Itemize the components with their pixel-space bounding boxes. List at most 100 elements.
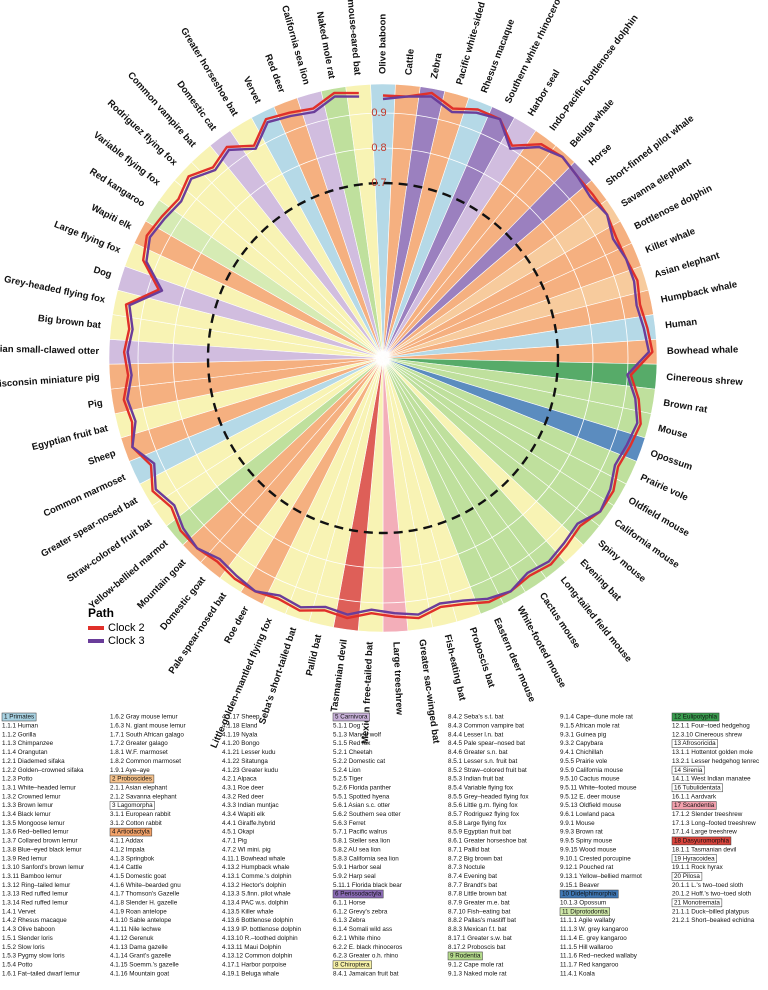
species-label: Human	[665, 317, 698, 332]
group-header: 6 Perissodactyla	[335, 891, 382, 898]
group-header: 2 Proboscides	[112, 776, 152, 783]
legend-entry: 8.7.8 Little brown bat	[448, 891, 507, 898]
legend-entry: 11.4.1 Koala	[560, 970, 595, 977]
group-header: 13 Afrosoricida	[674, 740, 716, 747]
legend-entry: 8.5.2 Straw–colored fruit bat	[448, 767, 527, 774]
legend-entry: 5.2.2 Domestic cat	[333, 758, 385, 765]
legend-entry: 4.7.2 WI mini. pig	[222, 846, 271, 853]
legend-entry: 9.9.3 Brown rat	[560, 829, 603, 836]
group-swatch	[671, 872, 703, 881]
species-label: Sheep	[87, 448, 118, 468]
grid-circle	[172, 147, 594, 569]
group-header: 3 Lagomorpha	[112, 802, 153, 809]
legend-entry: 1.3.1 White–headed lemur	[2, 784, 76, 791]
species-label: Roe deer	[222, 604, 251, 645]
group-swatch	[671, 783, 723, 793]
legend-entry: 4.13.10 R.–toothed dolphin	[222, 935, 298, 942]
legend-entry: 8.8.3 Mexican f.t. bat	[448, 926, 507, 933]
legend-entry: 9.5.9 California mouse	[560, 767, 624, 774]
species-label: Wisconsin miniature pig	[0, 372, 100, 390]
legend-entry: 6.1.2 Grevy's zebra	[333, 908, 388, 915]
lines	[122, 91, 654, 620]
legend-entry: 8.7.7 Brandt's bat	[448, 882, 497, 889]
legend-entry: 4.13.9 IP. bottlenose dolphin	[222, 926, 302, 933]
legend-entry: 1.3.7 Collared brown lemur	[2, 838, 78, 845]
legend-title: Path	[88, 606, 114, 620]
legend-entry: 9.5.5 Prairie vole	[560, 758, 608, 765]
legend-entry: 1.3.9 Red lemur	[2, 855, 47, 862]
species-label: Big brown bat	[37, 313, 102, 331]
legend-entry: 1.6.2 Gray mouse lemur	[110, 714, 178, 721]
group-header: 18 Dasyuromorphia	[674, 838, 729, 845]
legend-entry: 5.6.1 Asian s.c. otter	[333, 802, 390, 809]
legend-entry: 4.1.6 White–bearded gnu	[110, 882, 181, 889]
legend-entry: 1.3.13 Red ruffed lemur	[2, 891, 68, 898]
legend-entry: 12.1.1 Four–toed hedgehog	[672, 723, 750, 730]
species-label: Harbor seal	[526, 68, 563, 118]
group-header: 5 Carnivora	[335, 714, 368, 721]
legend-entry: 11.1.1 Agile wallaby	[560, 917, 616, 924]
species-label: Red deer	[262, 53, 287, 95]
species-label: Large treeshrew	[390, 641, 404, 715]
legend-entry: 4.1.13 Dama gazelle	[110, 944, 168, 951]
legend-entry: 4.13.12 Common dolphin	[222, 953, 293, 960]
legend-entry: 19.1.1 Rock hyrax	[672, 864, 724, 871]
group-swatch	[109, 801, 155, 810]
species-label: Humpback whale	[660, 279, 738, 306]
group-swatch	[1, 712, 37, 722]
legend-entry: 6.2.1 White rhino	[333, 935, 381, 942]
legend-entry: 4.1.5 Domestic goat	[110, 873, 166, 880]
legend-entry: 8.5.5 Grey–headed flying fox	[448, 793, 529, 800]
species-label: Wapiti elk	[89, 202, 134, 232]
legend-entry: 5.8.3 California sea lion	[333, 855, 399, 862]
legend-entry: 9.5.10 Cactus mouse	[560, 776, 620, 783]
legend-entry: 4.1.15 Soemm.'s gazelle	[110, 961, 179, 968]
legend-entry: 8.4.5 Pale spear–nosed bat	[448, 740, 525, 747]
legend-entry: 2.1.1 Asian elephant	[110, 784, 167, 791]
legend-entry: 8.7.1 Pallid bat	[448, 846, 490, 853]
species-label: Yellow-bellied marmot	[87, 537, 171, 611]
legend-entry: 9.5.13 Oldfield mouse	[560, 802, 622, 809]
legend-entry: 1.7.1 South African galago	[110, 731, 184, 738]
legend-entry: 9.1.4 Cape–dune mole rat	[560, 714, 633, 721]
group-swatch	[671, 765, 705, 775]
legend-entry: 4.19.1 Beluga whale	[222, 970, 280, 977]
legend-entry: 9.12.1 Pouched rat	[560, 864, 613, 871]
legend-entry: 3.1.1 European rabbit	[110, 811, 171, 818]
group-header: 11 Diprotodontia	[562, 908, 608, 915]
legend-entry: 4.1.8 Slender H. gazelle	[110, 900, 178, 907]
legend-entry: 1.4.3 Olive baboon	[2, 926, 55, 933]
legend-entry: 4.3.3 Indian muntjac	[222, 802, 279, 809]
species-label: Large flying fox	[52, 219, 122, 256]
legend-entry: 5.6.2 Southern sea otter	[333, 811, 401, 818]
legend-entry: 8.5.7 Rodriguez flying fox	[448, 811, 520, 818]
species-label: Little golden-mantled flying fox	[209, 616, 276, 750]
species-label: Killer whale	[644, 226, 697, 256]
legend-entry: 4.1.19 Nyala	[222, 731, 258, 738]
group-swatch	[447, 951, 483, 961]
legend-entry: 8.4.4 Lesser l.n. bat	[448, 731, 504, 738]
legend-entry: 5.11.1 Florida black bear	[333, 882, 402, 889]
legend-entry: 4.5.1 Okapi	[222, 829, 254, 836]
legend-entry: 12.3.10 Cinereous shrew	[672, 731, 742, 738]
legend-entry: 4.1.17 Sheep	[222, 714, 260, 721]
legend-entry: 5.2.5 Tiger	[333, 776, 363, 783]
legend-entry: 1.5.2 Slow loris	[2, 944, 45, 951]
wedge	[345, 83, 384, 359]
legend-entry: 17.1.3 Long–footed treeshrew	[672, 820, 756, 827]
legend-entry: 4.1.18 Eland	[222, 723, 258, 730]
group-header: 20 Pilosa	[674, 873, 700, 880]
legend-entry: 4.2.1 Alpaca	[222, 776, 257, 783]
legend-entry: 1.7.2 Greater galago	[110, 740, 168, 747]
species-label: Southern white rhinoceros	[503, 0, 566, 105]
legend-entry: 1.1.1 Human	[2, 723, 39, 730]
legend-entry: 11.1.7 Red kangaroo	[560, 961, 619, 968]
species-label: Common vampire bat	[125, 70, 198, 150]
legend-entry: 17.1.4 Large treeshrew	[672, 829, 737, 836]
species-label: Naked mole rat	[314, 11, 337, 81]
group-header: 1 Primates	[4, 714, 34, 721]
legend-entry: 17.1.2 Slender treeshrew	[672, 811, 743, 818]
group-swatch	[109, 827, 153, 837]
legend-entry: 8.5.9 Egyptian fruit bat	[448, 829, 511, 836]
